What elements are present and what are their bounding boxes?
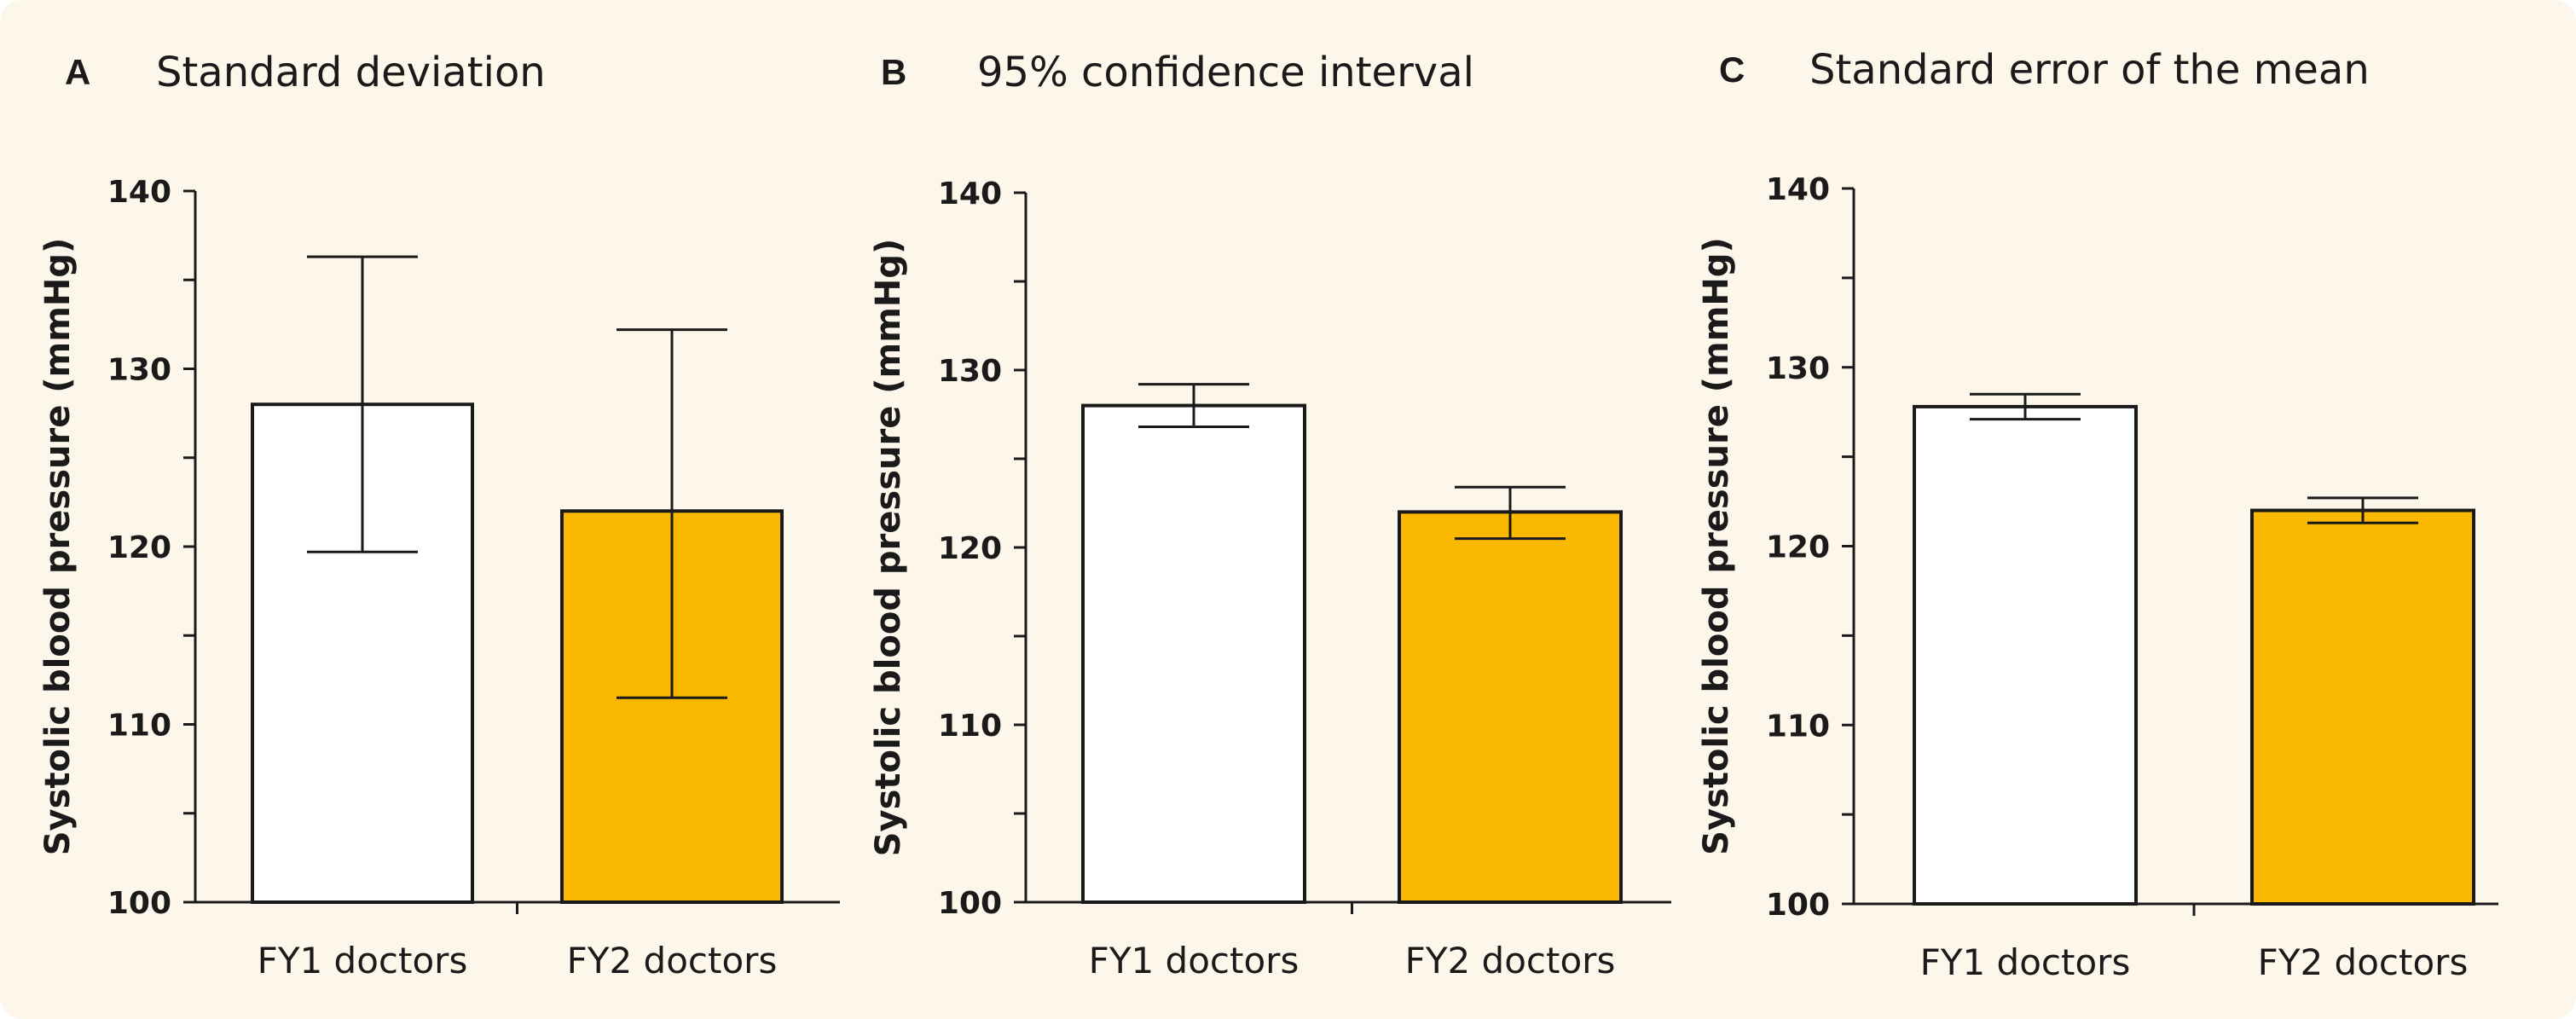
y-tick-label: 110 bbox=[1766, 709, 1830, 744]
y-tick-label: 140 bbox=[1766, 172, 1830, 207]
bar bbox=[1913, 404, 2138, 906]
y-tick-label: 140 bbox=[938, 177, 1002, 211]
y-tick-label: 130 bbox=[107, 353, 171, 388]
bar bbox=[1081, 403, 1306, 905]
x-tick-label: FY1 doctors bbox=[258, 940, 468, 981]
y-axis-label: Systolic blood pressure (mmHg) bbox=[1697, 237, 1736, 855]
y-tick-label: 120 bbox=[107, 530, 171, 565]
panel-letter: C bbox=[1719, 49, 1745, 90]
y-tick-label: 120 bbox=[938, 531, 1002, 566]
panel-letter: A bbox=[65, 52, 90, 92]
y-tick-label: 130 bbox=[938, 354, 1002, 389]
y-tick-label: 140 bbox=[107, 175, 171, 210]
y-tick-label: 110 bbox=[938, 709, 1002, 744]
y-tick-label: 110 bbox=[107, 709, 171, 744]
y-tick-label: 100 bbox=[938, 886, 1002, 921]
y-tick-label: 130 bbox=[1766, 351, 1830, 386]
panel-title: 95% confidence interval bbox=[977, 49, 1474, 96]
y-axis-label: Systolic blood pressure (mmHg) bbox=[38, 238, 78, 856]
bar bbox=[2250, 508, 2475, 906]
y-axis-label: Systolic blood pressure (mmHg) bbox=[869, 239, 908, 857]
x-tick-label: FY2 doctors bbox=[567, 940, 778, 981]
x-tick-label: FY2 doctors bbox=[1405, 940, 1616, 981]
y-tick-label: 100 bbox=[1766, 888, 1830, 923]
y-tick-label: 120 bbox=[1766, 530, 1830, 565]
panel-letter: B bbox=[881, 52, 906, 92]
panel-title: Standard error of the mean bbox=[1809, 46, 2370, 94]
bar bbox=[1398, 510, 1623, 905]
x-tick-label: FY1 doctors bbox=[1920, 941, 2131, 983]
x-tick-label: FY2 doctors bbox=[2258, 941, 2469, 983]
y-tick-label: 100 bbox=[107, 886, 171, 921]
x-tick-label: FY1 doctors bbox=[1089, 940, 1300, 981]
panel-title: Standard deviation bbox=[156, 49, 546, 96]
